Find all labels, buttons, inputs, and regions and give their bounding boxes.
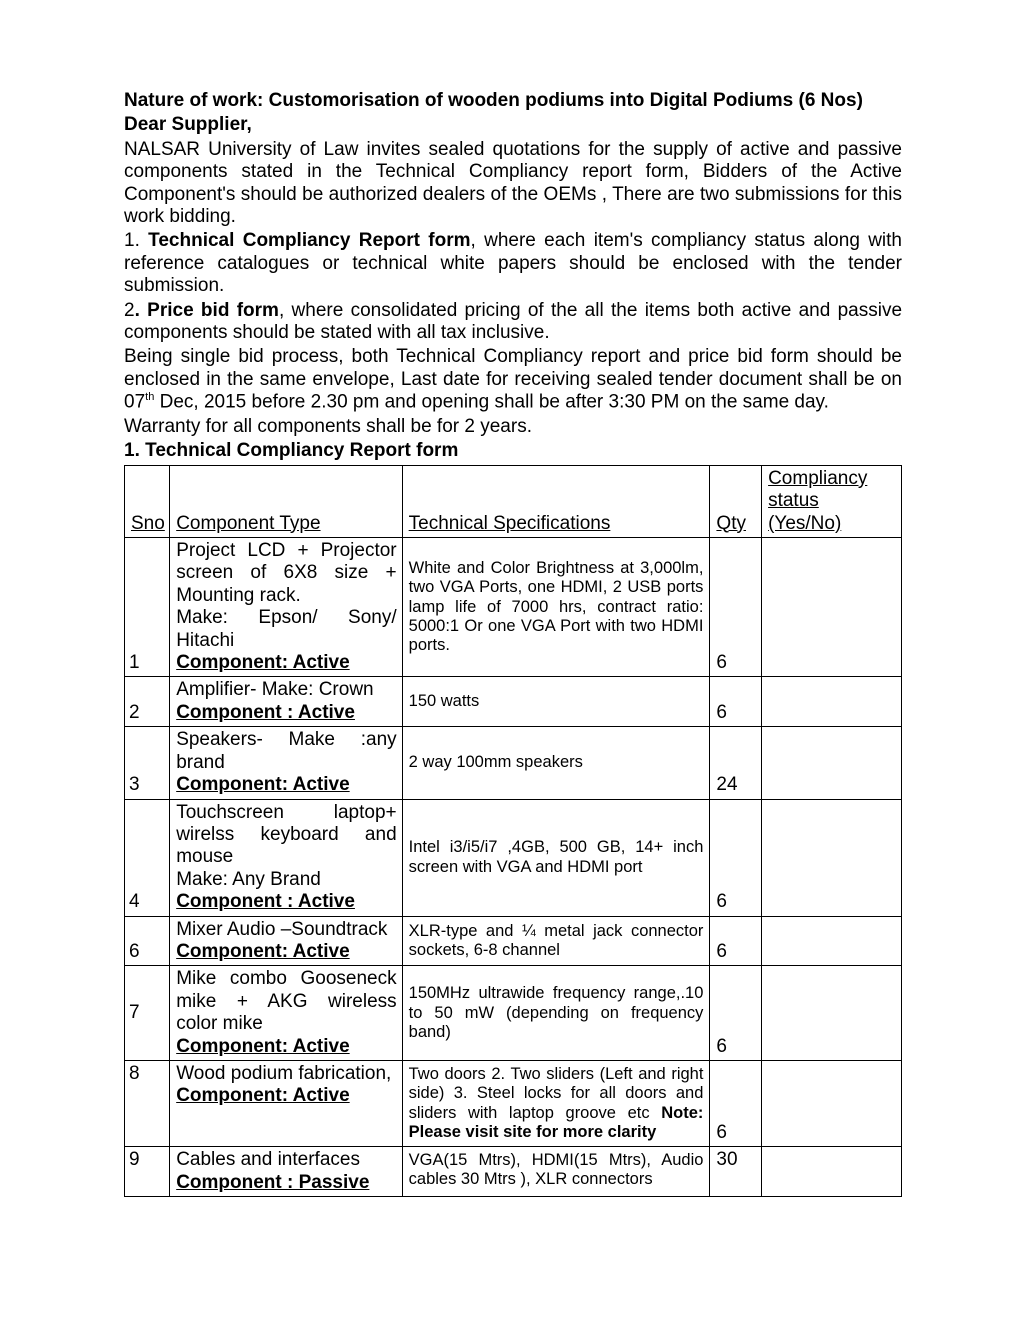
cell-status	[762, 538, 902, 677]
component-tag: Component: Active	[176, 1036, 396, 1058]
cell-sno: 6	[125, 916, 170, 966]
cell-component: Project LCD + Projector screen of 6X8 si…	[170, 538, 402, 677]
item-2-num: 2	[124, 300, 135, 321]
component-desc: Mixer Audio –Soundtrack	[176, 919, 396, 941]
cell-status	[762, 727, 902, 799]
cell-sno: 3	[125, 727, 170, 799]
cell-status	[762, 799, 902, 916]
table-row: 7 Mike combo Gooseneck mike + AKG wirele…	[125, 966, 902, 1061]
component-tag: Component: Active	[176, 774, 396, 796]
table-row: 1 Project LCD + Projector screen of 6X8 …	[125, 538, 902, 677]
table-row: 8 Wood podium fabrication, Component: Ac…	[125, 1060, 902, 1146]
warranty-paragraph: Warranty for all components shall be for…	[124, 416, 902, 438]
cell-spec: White and Color Brightness at 3,000lm, t…	[402, 538, 710, 677]
table-row: 6 Mixer Audio –Soundtrack Component: Act…	[125, 916, 902, 966]
form-title-num: 1	[124, 440, 135, 461]
col-header-sno: Sno	[125, 465, 170, 537]
cell-status	[762, 1147, 902, 1197]
cell-status	[762, 677, 902, 727]
cell-component: Speakers- Make :any brand Component: Act…	[170, 727, 402, 799]
deadline-part-b: Dec, 2015 before 2.30 pm and opening sha…	[154, 392, 829, 413]
cell-sno: 2	[125, 677, 170, 727]
form-title: 1. Technical Compliancy Report form	[124, 440, 902, 462]
table-row: 3 Speakers- Make :any brand Component: A…	[125, 727, 902, 799]
item-2-paragraph: 2. Price bid form, where consolidated pr…	[124, 300, 902, 345]
cell-component: Cables and interfaces Component : Passiv…	[170, 1147, 402, 1197]
cell-spec: XLR-type and ¼ metal jack connector sock…	[402, 916, 710, 966]
cell-qty: 6	[710, 966, 762, 1061]
table-row: 4 Touchscreen laptop+ wirelss keyboard a…	[125, 799, 902, 916]
component-desc: Amplifier- Make: Crown	[176, 679, 396, 701]
cell-sno: 1	[125, 538, 170, 677]
component-make: Make: Any Brand	[176, 869, 396, 891]
compliancy-table: Sno Component Type Technical Specificati…	[124, 465, 902, 1197]
component-desc: Touchscreen laptop+ wirelss keyboard and…	[176, 802, 396, 869]
table-row: 9 Cables and interfaces Component : Pass…	[125, 1147, 902, 1197]
cell-spec: 150MHz ultrawide frequency range,.10 to …	[402, 966, 710, 1061]
cell-spec: 2 way 100mm speakers	[402, 727, 710, 799]
cell-sno: 8	[125, 1060, 170, 1146]
form-title-text: . Technical Compliancy Report form	[135, 440, 459, 461]
table-header-row: Sno Component Type Technical Specificati…	[125, 465, 902, 537]
cell-status	[762, 1060, 902, 1146]
cell-status	[762, 966, 902, 1061]
table-row: 2 Amplifier- Make: Crown Component : Act…	[125, 677, 902, 727]
col-header-spec: Technical Specifications	[402, 465, 710, 537]
item-2-title: . Price bid form	[135, 300, 279, 321]
component-tag: Component: Active	[176, 1085, 396, 1107]
cell-spec: Two doors 2. Two sliders (Left and right…	[402, 1060, 710, 1146]
component-desc: Speakers- Make :any brand	[176, 729, 396, 774]
cell-qty: 24	[710, 727, 762, 799]
cell-spec: Intel i3/i5/i7 ,4GB, 500 GB, 14+ inch sc…	[402, 799, 710, 916]
deadline-paragraph: Being single bid process, both Technical…	[124, 346, 902, 414]
cell-spec: 150 watts	[402, 677, 710, 727]
cell-component: Mike combo Gooseneck mike + AKG wireless…	[170, 966, 402, 1061]
component-tag: Component : Active	[176, 702, 396, 724]
component-tag: Component: Active	[176, 941, 396, 963]
component-tag: Component: Active	[176, 652, 396, 674]
cell-component: Touchscreen laptop+ wirelss keyboard and…	[170, 799, 402, 916]
component-desc: Mike combo Gooseneck mike + AKG wireless…	[176, 968, 396, 1035]
component-tag: Component : Passive	[176, 1172, 396, 1194]
cell-status	[762, 916, 902, 966]
col-header-component: Component Type	[170, 465, 402, 537]
cell-qty: 6	[710, 538, 762, 677]
cell-sno: 4	[125, 799, 170, 916]
cell-component: Amplifier- Make: Crown Component : Activ…	[170, 677, 402, 727]
col-header-status: Compliancy status (Yes/No)	[762, 465, 902, 537]
item-1-paragraph: 1. Technical Compliancy Report form, whe…	[124, 230, 902, 297]
cell-component: Wood podium fabrication, Component: Acti…	[170, 1060, 402, 1146]
component-desc: Wood podium fabrication,	[176, 1063, 396, 1085]
document-page: Nature of work: Customorisation of woode…	[0, 0, 1020, 1320]
cell-qty: 30	[710, 1147, 762, 1197]
heading-nature-of-work: Nature of work: Customorisation of woode…	[124, 90, 902, 112]
cell-qty: 6	[710, 677, 762, 727]
cell-qty: 6	[710, 916, 762, 966]
salutation: Dear Supplier,	[124, 114, 902, 136]
intro-paragraph: NALSAR University of Law invites sealed …	[124, 139, 902, 229]
item-1-title: Technical Compliancy Report form	[148, 230, 470, 251]
component-tag: Component : Active	[176, 891, 396, 913]
cell-qty: 6	[710, 1060, 762, 1146]
cell-sno: 7	[125, 966, 170, 1061]
col-header-qty: Qty	[710, 465, 762, 537]
cell-spec: VGA(15 Mtrs), HDMI(15 Mtrs), Audio cable…	[402, 1147, 710, 1197]
component-desc: Cables and interfaces	[176, 1149, 396, 1171]
component-desc: Project LCD + Projector screen of 6X8 si…	[176, 540, 396, 607]
component-make: Make: Epson/ Sony/ Hitachi	[176, 607, 396, 652]
spec-text: Two doors 2. Two sliders (Left and right…	[409, 1065, 704, 1122]
cell-component: Mixer Audio –Soundtrack Component: Activ…	[170, 916, 402, 966]
cell-qty: 6	[710, 799, 762, 916]
cell-sno: 9	[125, 1147, 170, 1197]
item-1-num: 1.	[124, 230, 148, 251]
date-suffix: th	[145, 391, 154, 403]
